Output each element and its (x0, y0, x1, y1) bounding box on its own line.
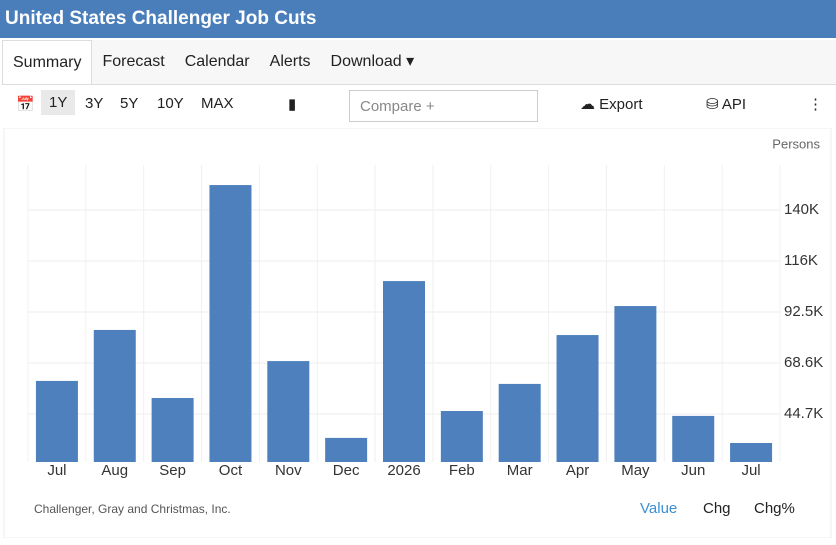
bar (440, 411, 483, 462)
bar (383, 281, 425, 462)
y-tick-label: 92.5K (784, 303, 823, 320)
unit-label: Persons (772, 136, 820, 151)
period[interactable]: 3Y (85, 95, 104, 112)
x-tick-label: Oct (219, 462, 243, 479)
tabs: Summary Forecast Calendar Alerts Downloa… (2, 40, 836, 85)
bar (151, 397, 194, 462)
x-tick-label: May (621, 462, 650, 479)
compare-input[interactable]: Compare + (349, 90, 538, 122)
y-tick-label: 44.7K (784, 405, 823, 422)
x-tick-label: Dec (333, 462, 360, 479)
tab[interactable]: Alerts (269, 53, 311, 70)
chart: Persons 44.7K 68.6K 92.5K 116K 140K Jul Aug Sep… (3, 128, 832, 538)
menu[interactable]: ⋮ (808, 96, 823, 113)
export-label: Export (599, 96, 643, 113)
bar (556, 335, 599, 462)
y-tick-label: 116K (784, 252, 818, 269)
y-tick-label: 140K (784, 201, 819, 218)
x-tick-label: Jul (741, 462, 760, 479)
tab[interactable]: Download ▾ (330, 53, 415, 70)
source: Challenger, Gray and Christmas, Inc. (34, 502, 231, 516)
bar (325, 437, 368, 462)
toolbar: 📅 1Y 3Y 5Y 10Y MAX ▮ Compare + ☁ Export … (0, 85, 836, 129)
mode[interactable]: Value (640, 500, 678, 517)
x-tick-label: Aug (101, 462, 128, 479)
x-tick-label: Apr (566, 462, 589, 479)
api-button[interactable]: ⛁ API (706, 96, 747, 113)
bar (498, 383, 541, 462)
x-tick-label: Jul (47, 462, 66, 479)
x-tick-label: Feb (449, 462, 475, 479)
chart-type-icon[interactable]: ▮ (288, 96, 297, 113)
tab[interactable]: Forecast (102, 53, 165, 70)
bar (93, 329, 136, 462)
tab[interactable]: Calendar (184, 53, 250, 70)
mode[interactable]: Chg% (754, 500, 795, 517)
tab[interactable]: Summary (2, 40, 93, 84)
bar (267, 361, 310, 462)
bar (614, 306, 657, 462)
period[interactable]: 10Y (157, 95, 184, 112)
bar (672, 415, 715, 462)
x-tick-label: Sep (159, 462, 186, 479)
bar (730, 443, 773, 462)
header: United States Challenger Job Cuts (0, 0, 836, 38)
y-tick-label: 68.6K (784, 354, 823, 371)
export-button[interactable]: ☁ Export (580, 96, 643, 113)
period[interactable]: MAX (201, 95, 234, 112)
calendar-icon[interactable]: 📅 (16, 96, 35, 113)
api-label: API (721, 96, 747, 113)
frame (3, 128, 832, 538)
x-tick-label: Jun (681, 462, 705, 479)
bar (209, 185, 252, 462)
x-tick-label: 2026 (387, 462, 420, 479)
period[interactable]: 5Y (120, 95, 139, 112)
bar (35, 380, 78, 462)
tab-label: Download (330, 53, 402, 70)
x-tick-label: Mar (507, 462, 533, 479)
period[interactable]: 1Y (41, 90, 76, 115)
mode[interactable]: Chg (703, 500, 731, 517)
x-tick-label: Nov (275, 462, 302, 479)
